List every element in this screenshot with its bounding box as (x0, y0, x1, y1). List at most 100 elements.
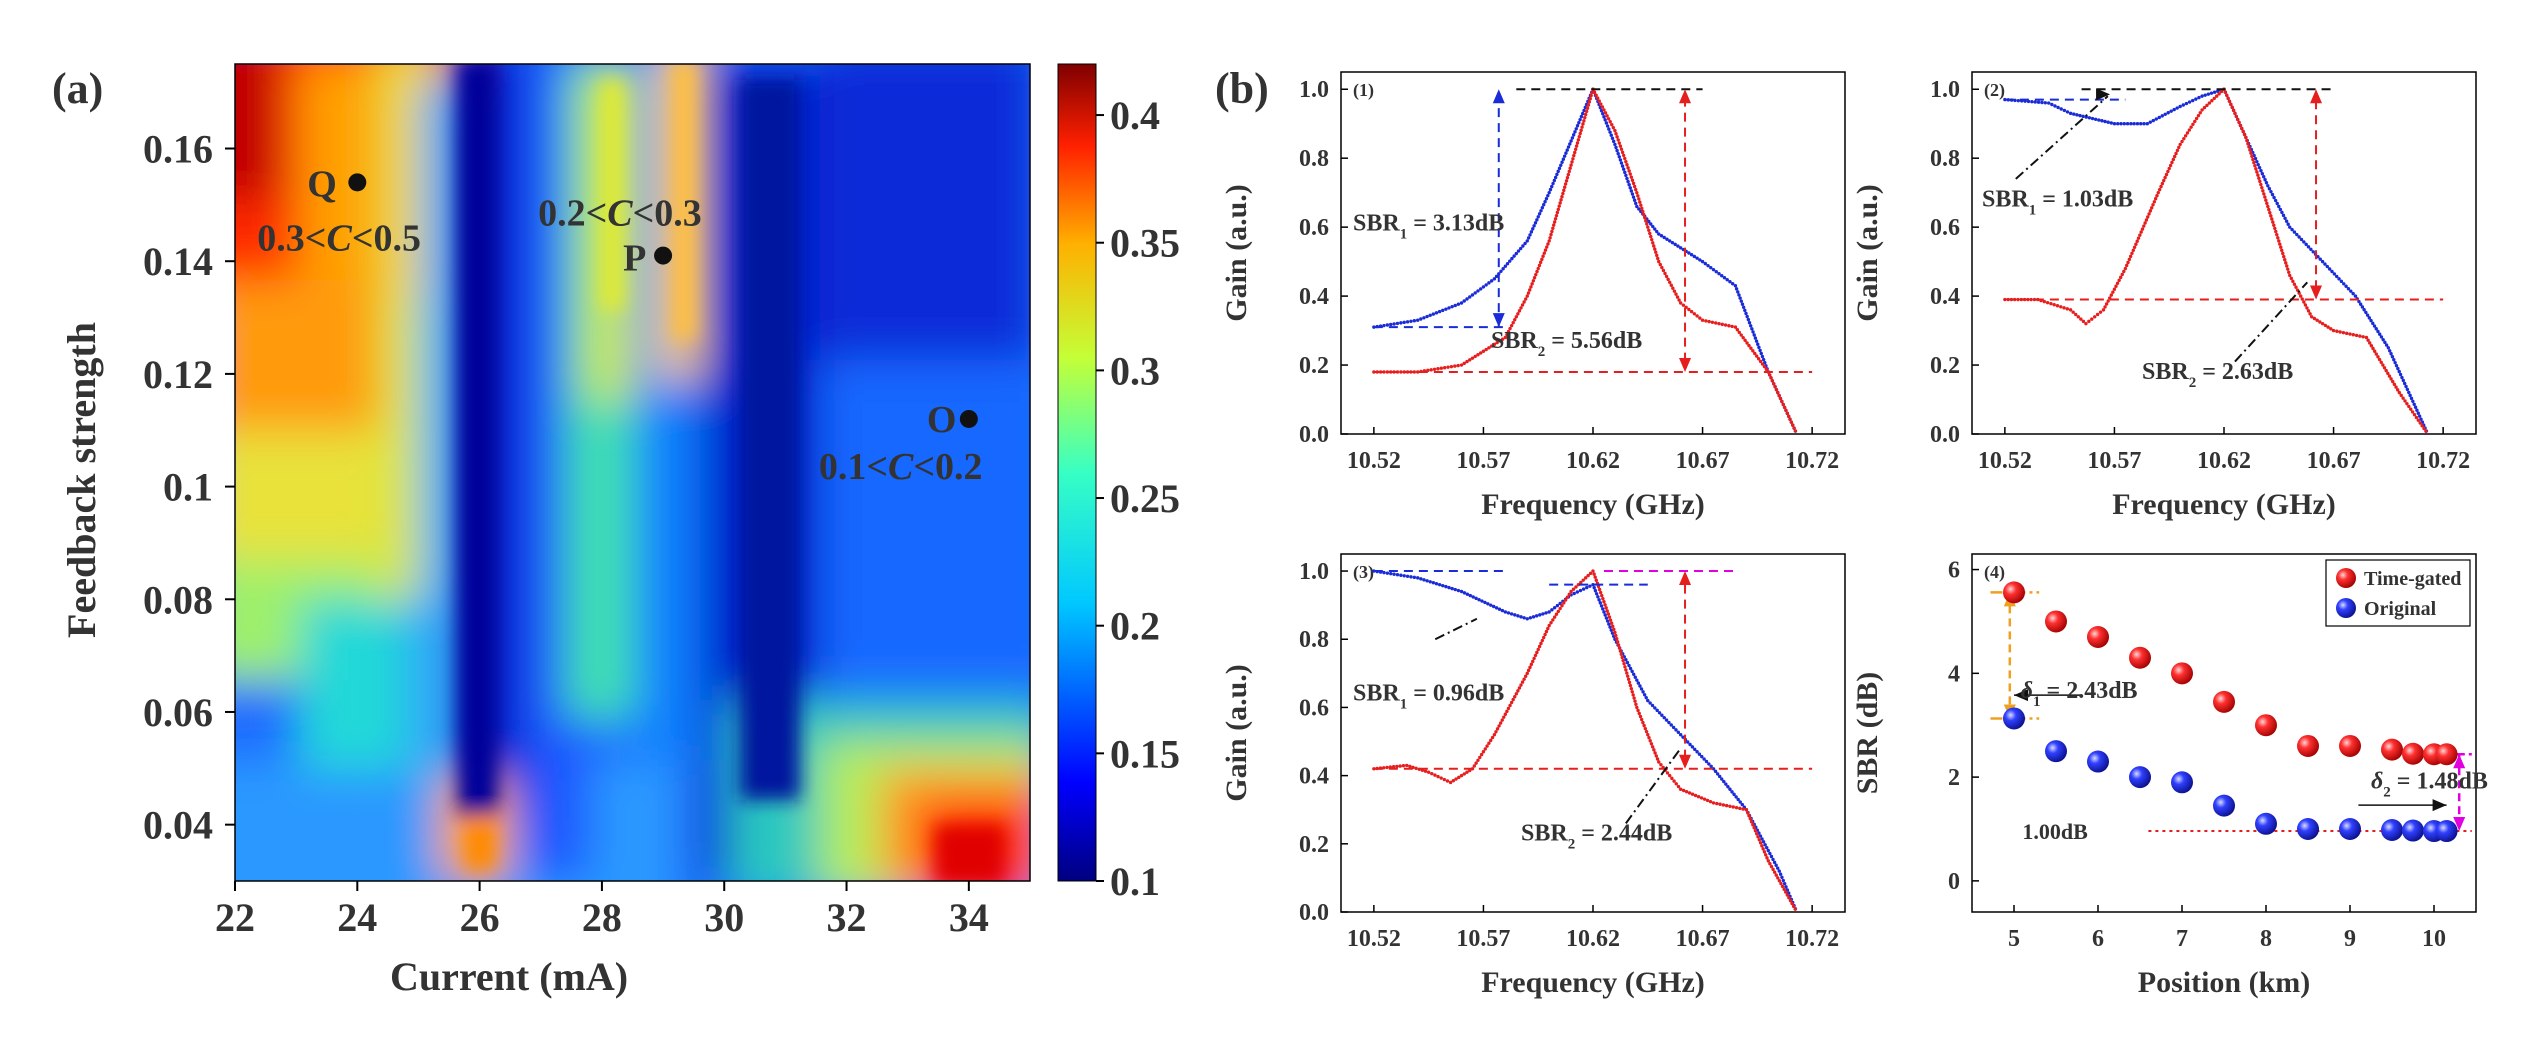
heatmap-ytick-label: 0.14 (143, 239, 213, 284)
original-point (2129, 766, 2151, 789)
time-gated-point (2213, 690, 2235, 713)
sbr2-pointer (2234, 281, 2309, 363)
xtick-label: 10 (2422, 926, 2446, 952)
ytick-label: 1.0 (1930, 77, 1960, 103)
ytick-label: 1.0 (1299, 77, 1329, 103)
point-label-q: Q (307, 163, 337, 205)
xtick-label: 8 (2260, 926, 2272, 952)
heatmap-ytick-label: 0.12 (143, 352, 213, 397)
time-gated-point (2255, 714, 2277, 737)
original-point (2339, 817, 2361, 840)
heatmap-xlabel: Current (mA) (390, 954, 628, 999)
time-gated-point (2297, 734, 2319, 757)
ytick-label: 0.6 (1930, 215, 1960, 241)
ytick-label: 0.6 (1299, 695, 1329, 721)
heatmap-ytick-label: 0.08 (143, 577, 213, 622)
subplot-frame (1971, 553, 2477, 913)
heatmap-ylabel: Feedback strength (59, 322, 104, 638)
time-gated-point (2381, 738, 2403, 761)
xtick-label: 10.52 (1347, 926, 1401, 952)
xtick-label: 10.62 (2197, 448, 2251, 474)
subplot-4: 5 6 7 8 9 10 0 2 4 6 Position (km) SBR (dB) (4) 1.00d… (1851, 553, 2488, 999)
original-point (2171, 771, 2193, 794)
heatmap-ytick-label: 0.1 (163, 465, 213, 510)
ytick-label: 0.4 (1299, 284, 1329, 310)
colorbar-tick-label: 0.1 (1110, 859, 1160, 904)
panel-b-subplots: 10.52 10.57 10.62 10.67 10.72 0.0 0.2 0.4 0.6 0.8… (1220, 71, 2488, 999)
heatmap-xtick-label: 34 (949, 895, 989, 940)
ytick-label: 0.8 (1930, 146, 1960, 172)
arrow-head (1679, 754, 1692, 769)
subplot-3: 10.52 10.57 10.62 10.67 10.72 0.0 0.2 0.4 0.6 0.8… (1220, 553, 1846, 999)
ytick-label: 0.6 (1299, 215, 1329, 241)
original-point (2087, 750, 2109, 773)
legend: Time-gated Original (2325, 559, 2471, 627)
colorbar-tick-label: 0.25 (1110, 476, 1180, 521)
heatmap-points: Q 0.3<C<0.5 P0.2<C<0.3 O 0.1<C<0.2 (257, 163, 982, 488)
ytick-label: 0.0 (1930, 422, 1960, 448)
original-point (2003, 707, 2025, 730)
original-point (2435, 820, 2458, 843)
original-point (2297, 817, 2319, 840)
colorbar: 0.1 0.15 0.2 0.25 0.3 0.35 0.4 (1057, 63, 1180, 904)
subplot-ylabel: Gain (a.u.) (1220, 664, 1253, 802)
series-original (1372, 569, 1798, 911)
xtick-label: 10.57 (1456, 926, 1510, 952)
subplot-id: (4) (1984, 562, 2005, 583)
xtick-label: 5 (2008, 926, 2020, 952)
panel-a-label: (a) (52, 64, 103, 113)
xtick-label: 10.62 (1566, 926, 1620, 952)
xtick-label: 10.72 (2416, 448, 2470, 474)
xtick-label: 10.67 (1676, 926, 1730, 952)
point-marker-q (348, 173, 367, 192)
colorbar-tick-label: 0.2 (1110, 604, 1160, 649)
heatmap-xtick-label: 30 (704, 895, 744, 940)
ytick-label: 0.0 (1299, 422, 1329, 448)
delta1-label: δ1 = 2.43dB (2021, 678, 2138, 710)
arrow-head (2310, 89, 2323, 104)
point-label-p: P (623, 238, 646, 280)
colorbar-ticks: 0.1 0.15 0.2 0.25 0.3 0.35 0.4 (1096, 93, 1180, 904)
sbr2-label: SBR2 = 5.56dB (1491, 328, 1642, 360)
colorbar-tick-label: 0.15 (1110, 731, 1180, 776)
ytick-label: 2 (1948, 765, 1960, 791)
ytick-label: 0.2 (1299, 832, 1329, 858)
subplot-ylabel: SBR (dB) (1851, 672, 1884, 795)
ytick-label: 0.2 (1299, 353, 1329, 379)
original-point (2213, 794, 2235, 817)
legend-marker-original (2336, 598, 2356, 618)
subplot-id: (1) (1353, 80, 1374, 101)
xtick-label: 10.57 (2087, 448, 2141, 474)
time-gated-point (2435, 743, 2458, 766)
sbr1-label: SBR1 = 0.96dB (1353, 681, 1504, 713)
point-range-p: 0.2<C<0.3 (538, 193, 702, 235)
point-marker-o (959, 409, 978, 428)
ytick-label: 1.0 (1299, 559, 1329, 585)
heatmap-xtick-label: 28 (582, 895, 622, 940)
time-gated-point (2087, 626, 2109, 649)
subplot-2: 10.52 10.57 10.62 10.67 10.72 0.0 0.2 0.4 0.6 0.8… (1851, 71, 2477, 521)
point-label-o: O (927, 399, 957, 441)
legend-label-time-gated: Time-gated (2364, 568, 2461, 590)
xtick-label: 10.72 (1785, 448, 1839, 474)
xtick-label: 10.67 (2307, 448, 2361, 474)
series-time-gated (1372, 87, 1798, 433)
point-marker-p (654, 246, 673, 265)
ytick-label: 0.8 (1299, 146, 1329, 172)
xtick-label: 10.62 (1566, 448, 1620, 474)
arrow-head (1679, 357, 1692, 372)
xtick-label: 10.72 (1785, 926, 1839, 952)
subplot-ylabel: Gain (a.u.) (1851, 184, 1884, 322)
original-point (2255, 812, 2277, 835)
heatmap (235, 64, 1030, 881)
sbr1-label: SBR1 = 1.03dB (1982, 186, 2133, 218)
ytick-label: 0 (1948, 869, 1960, 895)
colorbar-scale (1057, 63, 1097, 882)
ytick-label: 0.4 (1299, 764, 1329, 790)
series-time-gated (1372, 569, 1797, 911)
sbr2-label: SBR2 = 2.44dB (1521, 820, 1672, 852)
ytick-label: 0.2 (1930, 353, 1960, 379)
subplot-xlabel: Frequency (GHz) (2112, 488, 2336, 521)
time-gated-point (2003, 581, 2025, 604)
